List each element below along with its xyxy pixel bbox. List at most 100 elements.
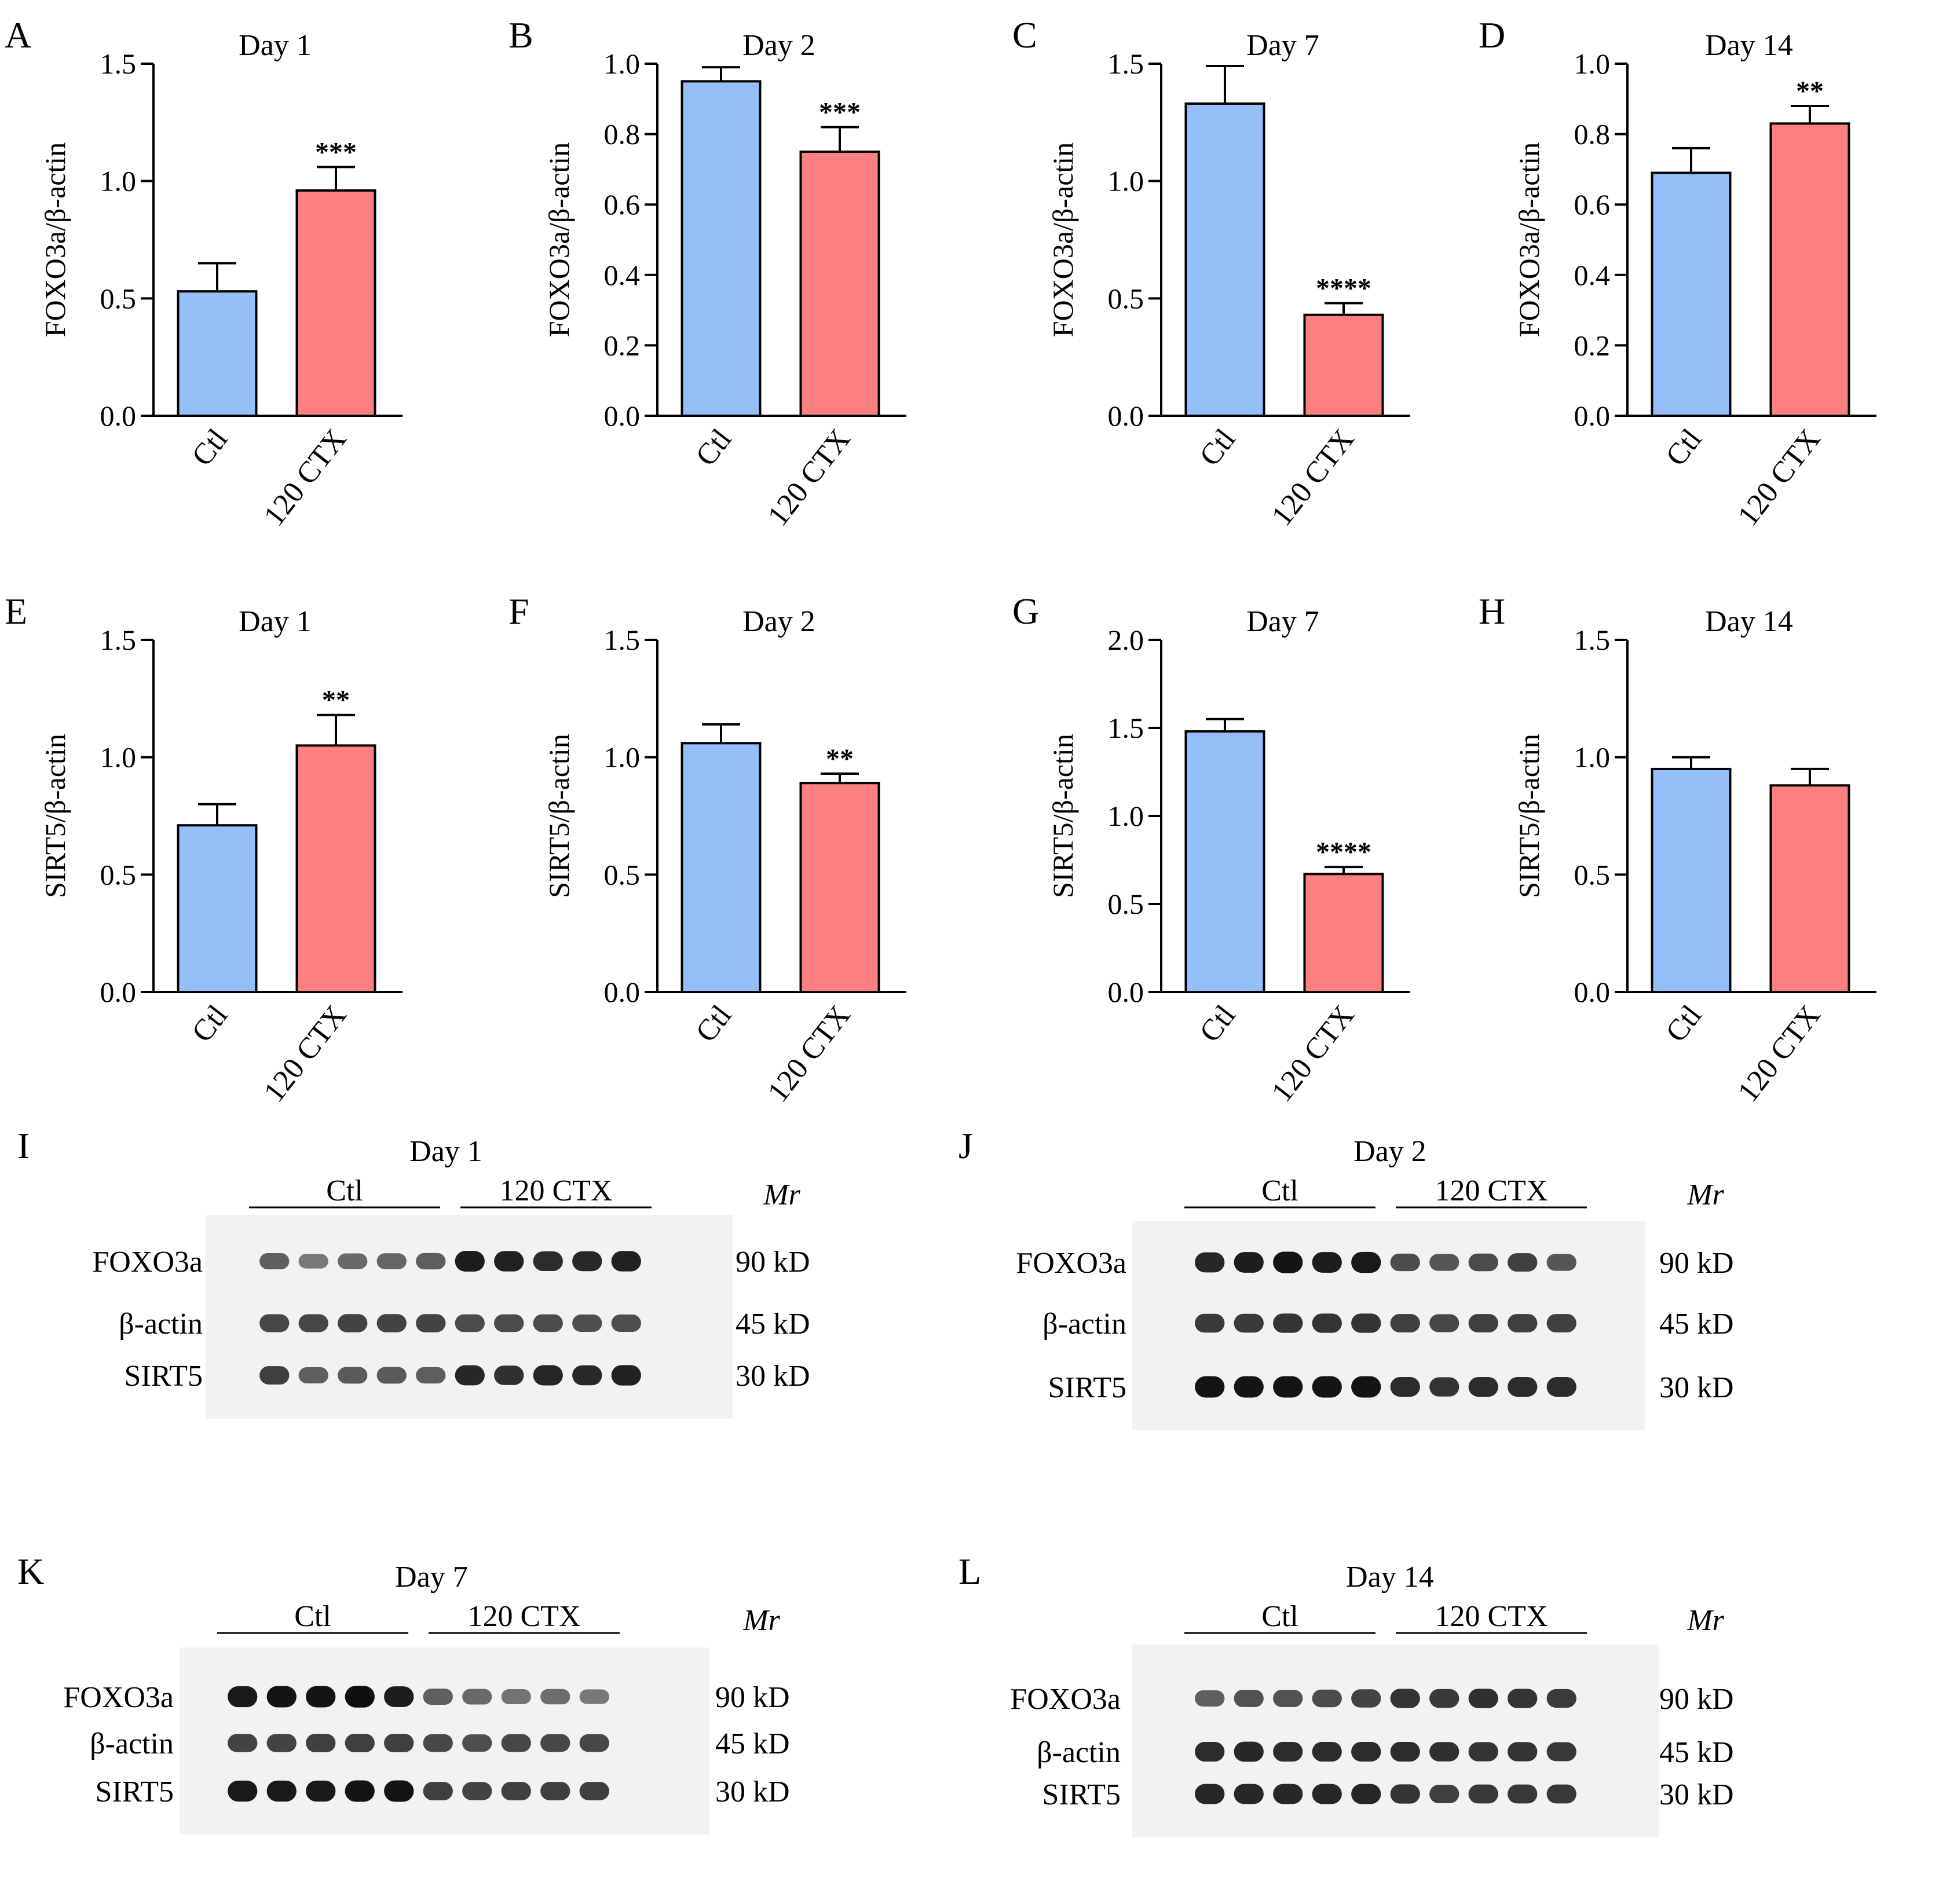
bar-ctx [295, 189, 376, 417]
blot-band [1273, 1741, 1303, 1762]
western-blot-i: I Day 1 Ctl 120 CTX Mr FOXO3a 90 kD β-actin 45 k… [17, 1125, 810, 1419]
blot-band [572, 1251, 602, 1272]
group-label: Ctl [1261, 1600, 1298, 1633]
blot-band [1273, 1690, 1303, 1707]
blot-band [1468, 1314, 1498, 1332]
panel-letter: J [958, 1125, 973, 1166]
blot-band [259, 1314, 290, 1332]
blot-band [266, 1734, 297, 1752]
panel-letter: K [17, 1551, 44, 1592]
blot-band [1429, 1742, 1459, 1762]
chart-title: Day 14 [1705, 29, 1793, 62]
blot-band [345, 1686, 375, 1708]
y-axis-label: FOXO3a/β-actin [39, 142, 71, 337]
y-tick-label: 1.0 [100, 165, 137, 197]
blot-band [462, 1734, 492, 1752]
y-axis-label: SIRT5/β-actin [39, 734, 71, 898]
blot-band [1508, 1376, 1538, 1397]
blot-band [1273, 1251, 1303, 1273]
blot-membrane [1132, 1645, 1659, 1837]
blot-title: Day 1 [409, 1135, 482, 1168]
blot-band [501, 1782, 531, 1800]
x-tick-label: 120 CTX [1265, 999, 1360, 1108]
bar-ctl [1651, 171, 1732, 417]
bar-chart-a: A Day 1 FOXO3a/β-actin 0.0 0.5 1.0 1.5 Ctl *** 12… [5, 14, 403, 532]
blot-band [384, 1734, 414, 1752]
blot-band [1195, 1313, 1225, 1333]
mr-label: Mr [742, 1604, 780, 1637]
significance-label: **** [1316, 273, 1371, 303]
blot-band [540, 1689, 570, 1705]
y-tick-label: 0.0 [1108, 400, 1144, 432]
blot-band [462, 1689, 492, 1705]
panel-letter: D [1479, 14, 1505, 56]
protein-label: β-actin [1037, 1736, 1121, 1769]
y-axis-label: FOXO3a/β-actin [543, 142, 575, 337]
panel-letter: A [5, 14, 31, 56]
y-tick-label: 0.8 [1574, 118, 1611, 151]
blot-band [416, 1314, 446, 1332]
x-tick-label: 120 CTX [1731, 423, 1827, 532]
blot-band [1546, 1254, 1576, 1271]
y-tick-label: 1.5 [1108, 47, 1144, 80]
y-tick-label: 1.5 [1574, 624, 1611, 656]
blot-band [298, 1367, 328, 1384]
protein-label: FOXO3a [1016, 1247, 1126, 1280]
blot-band [1390, 1784, 1420, 1804]
blot-band [579, 1734, 609, 1752]
blot-title: Day 2 [1353, 1135, 1426, 1168]
y-axis-label: FOXO3a/β-actin [1047, 142, 1079, 337]
blot-band [259, 1253, 290, 1270]
mr-label: Mr [1686, 1178, 1724, 1211]
blot-band [1273, 1313, 1303, 1333]
blot-band [501, 1734, 531, 1752]
x-tick-label: Ctl [689, 423, 738, 472]
blot-band [533, 1251, 563, 1272]
y-tick-label: 0.0 [1574, 400, 1611, 432]
y-tick-label: 0.5 [100, 858, 137, 891]
y-tick-label: 1.0 [1108, 800, 1144, 832]
blot-band [338, 1367, 368, 1384]
blot-band [540, 1734, 570, 1752]
blot-band [1546, 1376, 1576, 1397]
bar-ctl [1651, 767, 1732, 993]
blot-band [455, 1365, 485, 1386]
blot-band [455, 1314, 485, 1332]
blot-band [1195, 1784, 1225, 1804]
blot-band [611, 1314, 641, 1332]
group-label: Ctl [294, 1600, 331, 1633]
blot-band [306, 1686, 336, 1708]
y-tick-label: 1.5 [1108, 712, 1144, 744]
panel-letter: L [958, 1551, 981, 1592]
bar-ctx [1769, 784, 1850, 993]
bar-ctx [799, 151, 880, 417]
x-tick-label: Ctl [1193, 999, 1242, 1048]
blot-band [533, 1314, 563, 1332]
blot-band [1429, 1254, 1459, 1271]
y-tick-label: 0.6 [604, 188, 641, 221]
y-tick-label: 0.5 [1108, 888, 1144, 920]
x-tick-label: 120 CTX [761, 999, 857, 1108]
group-label: Ctl [326, 1174, 363, 1207]
protein-label: β-actin [119, 1308, 203, 1341]
blot-band [494, 1365, 524, 1385]
blot-band [384, 1686, 414, 1707]
protein-label: SIRT5 [95, 1775, 174, 1808]
y-tick-label: 1.0 [1574, 741, 1611, 774]
y-tick-label: 1.0 [1108, 165, 1144, 197]
blot-band [1468, 1742, 1498, 1762]
blot-band [1390, 1376, 1420, 1397]
blot-band [1390, 1253, 1420, 1272]
x-tick-label: Ctl [1659, 423, 1708, 472]
chart-title: Day 14 [1705, 605, 1793, 638]
y-tick-label: 1.5 [100, 624, 137, 656]
y-axis-label: SIRT5/β-actin [1047, 734, 1079, 898]
blot-band [611, 1251, 641, 1272]
blot-band [376, 1253, 407, 1269]
y-tick-label: 0.5 [100, 282, 137, 314]
blot-band [1195, 1741, 1225, 1762]
x-tick-label: 120 CTX [1731, 999, 1827, 1108]
kd-label: 30 kD [1659, 1371, 1734, 1404]
y-tick-label: 1.0 [604, 741, 641, 774]
